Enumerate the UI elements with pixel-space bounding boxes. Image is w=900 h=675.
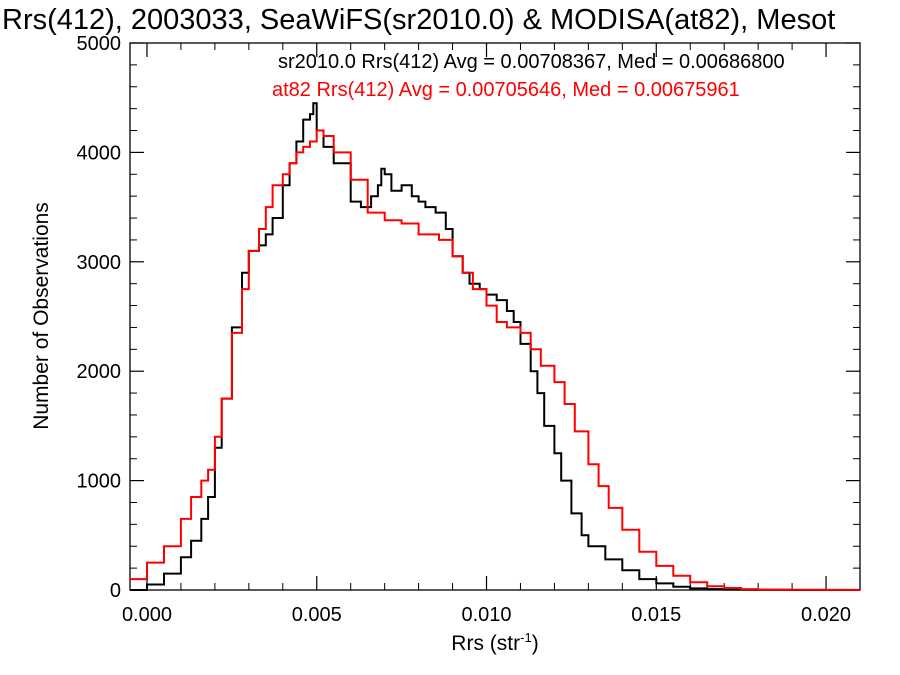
- x-tick-label: 0.000: [122, 604, 172, 626]
- legend-entry-black: sr2010.0 Rrs(412) Avg = 0.00708367, Med …: [278, 51, 785, 73]
- y-tick-label: 4000: [77, 142, 122, 164]
- x-tick-label: 0.005: [292, 604, 342, 626]
- series-group: [130, 102, 861, 591]
- y-tick-label: 1000: [77, 471, 122, 493]
- legend-entry-red: at82 Rrs(412) Avg = 0.00705646, Med = 0.…: [272, 79, 740, 101]
- chart-title: Rrs(412), 2003033, SeaWiFS(sr2010.0) & M…: [2, 4, 835, 36]
- y-axis-label: Number of Observations: [30, 202, 53, 430]
- plot-frame: [129, 42, 861, 591]
- x-axis-label-close: ): [532, 632, 539, 655]
- x-tick-label: 0.020: [801, 604, 851, 626]
- y-tick-label: 5000: [77, 33, 122, 55]
- x-tick-label: 0.010: [461, 604, 511, 626]
- series-line-red: [130, 129, 861, 591]
- y-tick-label: 3000: [77, 252, 122, 274]
- x-axis-label: Rrs (str-1): [451, 630, 538, 655]
- x-axis-label-text: Rrs (str: [451, 632, 520, 655]
- y-tick-label: 2000: [77, 361, 122, 383]
- x-tick-label: 0.015: [631, 604, 681, 626]
- x-axis-label-superscript: -1: [520, 630, 532, 645]
- y-tick-label: 0: [110, 580, 121, 602]
- axis-ticks: 0.000 0.005 0.010 0.015 0.020 0 1000 2000 3000 40…: [77, 33, 861, 626]
